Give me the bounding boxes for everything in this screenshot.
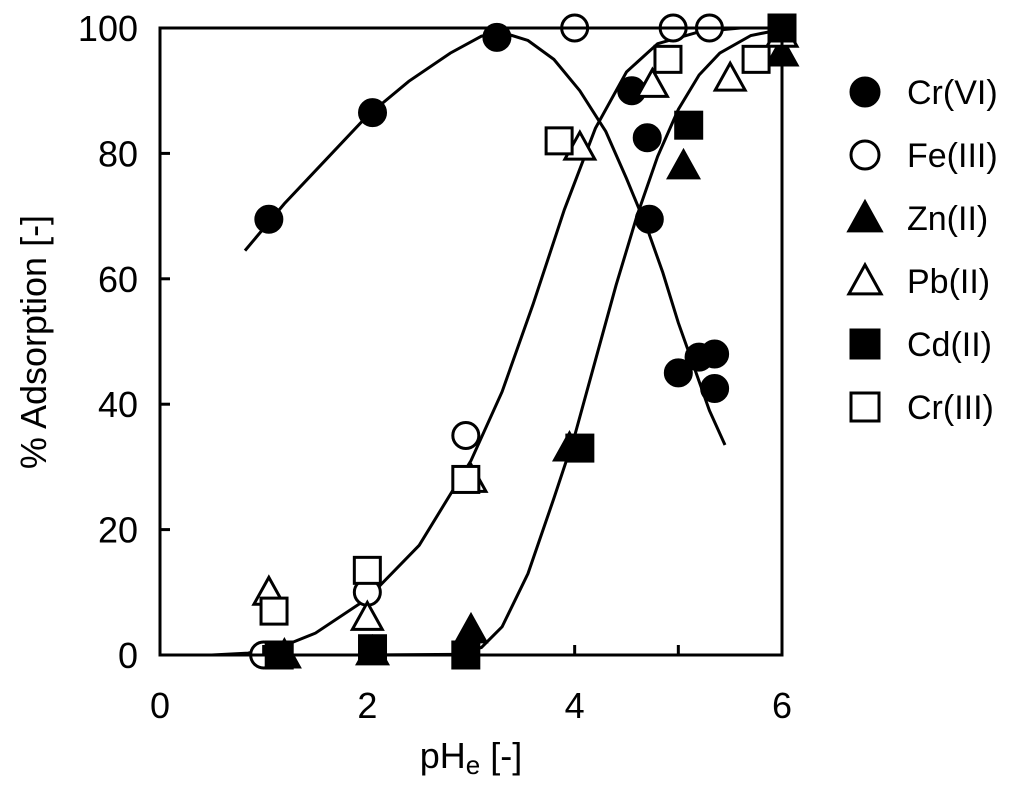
cr-vi-point bbox=[632, 123, 662, 153]
pb-ii-point bbox=[712, 60, 748, 92]
cr-iii-point bbox=[451, 464, 481, 494]
cr-iii-point bbox=[259, 596, 289, 626]
x-tick-label: 6 bbox=[772, 685, 792, 726]
legend-marker-fe-iii bbox=[849, 139, 881, 171]
cr-vi-point bbox=[700, 374, 730, 404]
y-axis-title: % Adsorption [-] bbox=[13, 215, 54, 469]
x-tick-label: 4 bbox=[565, 685, 585, 726]
pb-ii-point bbox=[634, 66, 670, 98]
cr-iii-point bbox=[544, 126, 574, 156]
legend-marker-pb-ii bbox=[846, 261, 884, 296]
cr-iii-point bbox=[352, 555, 382, 585]
cd-ii-point bbox=[565, 433, 595, 463]
legend-label-pb-ii: Pb(II) bbox=[907, 263, 990, 301]
cr-vi-point bbox=[254, 204, 284, 234]
legend-marker-cr-iii bbox=[849, 391, 881, 423]
legend-marker-zn-ii bbox=[846, 198, 884, 233]
cr-vi-point bbox=[482, 22, 512, 52]
legend-marker-cd-ii bbox=[849, 328, 881, 360]
legend: Cr(VI) Fe(III) Zn(II) Pb(II) Cd(II) Cr(III) bbox=[846, 74, 998, 427]
cr-iii-point bbox=[653, 44, 683, 74]
y-tick-label: 20 bbox=[98, 510, 138, 551]
x-axis-title-subscript: e bbox=[466, 750, 480, 780]
x-axis-title: pHe [-] bbox=[420, 735, 523, 780]
legend-marker-cr-vi bbox=[849, 76, 881, 108]
fe-iii-point bbox=[451, 421, 481, 451]
pb-ii-point bbox=[349, 599, 385, 631]
legend-label-zn-ii: Zn(II) bbox=[907, 200, 988, 238]
x-tick-label: 0 bbox=[150, 685, 170, 726]
legend-label-fe-iii: Fe(III) bbox=[907, 137, 998, 175]
cr-iii-point bbox=[741, 44, 771, 74]
y-tick-label: 80 bbox=[98, 133, 138, 174]
zn-ii-cd-ii-fit-curve bbox=[263, 27, 783, 657]
x-axis-title-base: pH bbox=[420, 735, 466, 776]
y-tick-label: 40 bbox=[98, 384, 138, 425]
cr-vi-point bbox=[358, 98, 388, 128]
x-axis-title-suffix: [-] bbox=[480, 735, 522, 776]
zn-ii-point bbox=[453, 611, 489, 644]
data-points bbox=[249, 13, 800, 670]
cr-vi-point bbox=[634, 204, 664, 234]
cd-ii-point bbox=[358, 634, 388, 664]
x-axis: 0 2 4 6 bbox=[150, 645, 792, 726]
y-tick-label: 60 bbox=[98, 259, 138, 300]
cr-vi-point bbox=[663, 358, 693, 388]
legend-label-cr-iii: Cr(III) bbox=[907, 389, 994, 427]
y-tick-label: 0 bbox=[118, 635, 138, 676]
zn-ii-point bbox=[666, 147, 702, 180]
y-axis: 0 20 40 60 80 100 bbox=[78, 8, 170, 676]
cr-vi-point bbox=[700, 339, 730, 369]
y-tick-label: 100 bbox=[78, 8, 138, 49]
cd-ii-point bbox=[674, 110, 704, 140]
legend-label-cr-vi: Cr(VI) bbox=[907, 74, 998, 112]
fe-iii-pb-ii-cr-iii-fit-curve bbox=[211, 26, 741, 657]
x-tick-label: 2 bbox=[357, 685, 377, 726]
legend-label-cd-ii: Cd(II) bbox=[907, 326, 992, 364]
